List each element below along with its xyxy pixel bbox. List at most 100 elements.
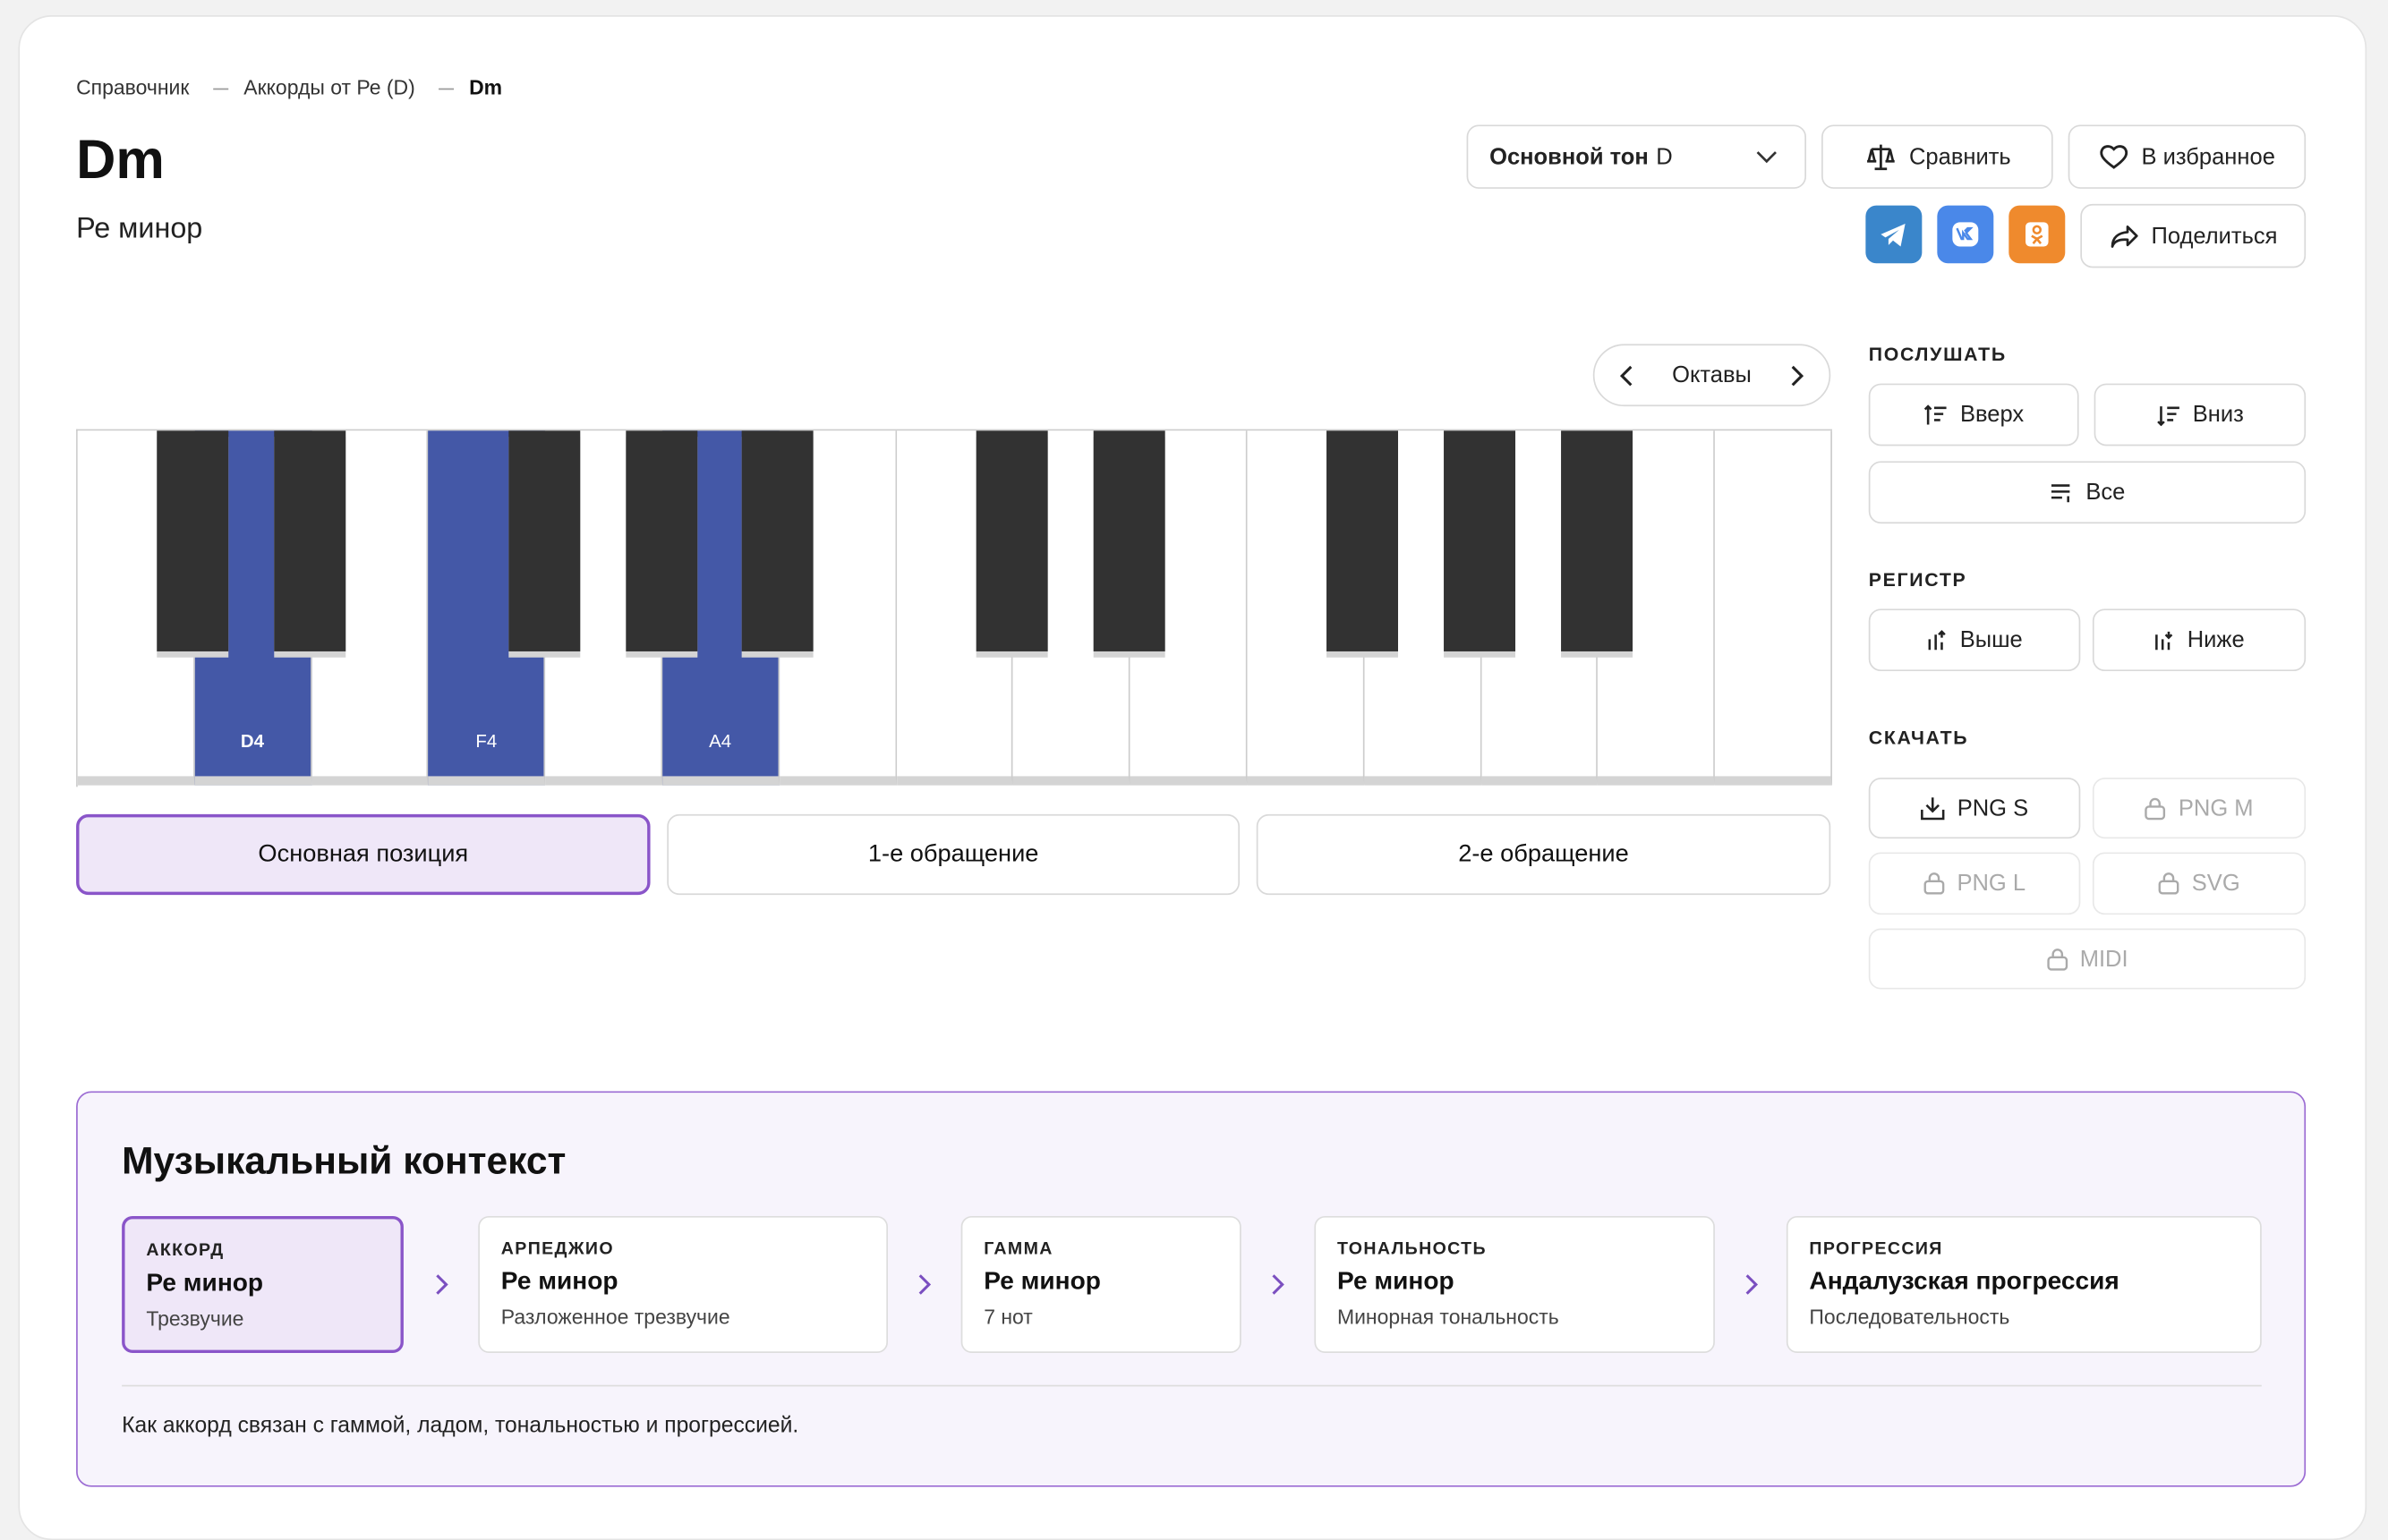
sort-icon [2156, 405, 2179, 426]
context-card[interactable]: ГАММА Ре минор 7 нот [960, 1215, 1241, 1354]
chevron [1756, 151, 1777, 164]
root-select[interactable]: Основной тон D [1466, 124, 1807, 189]
share-icon [2110, 225, 2137, 248]
label: Октавы [1672, 362, 1752, 388]
share-button[interactable]: Поделиться [2080, 203, 2307, 268]
card-desc: Последовательность [1809, 1306, 2010, 1329]
inversion-tab[interactable]: Основная позиция [76, 813, 651, 896]
breadcrumb-current: Dm [469, 76, 503, 99]
black-key[interactable] [1093, 430, 1165, 651]
play-all[interactable]: Все [1868, 461, 2307, 524]
scales-icon [1866, 144, 1894, 171]
black-key[interactable] [1561, 430, 1633, 651]
register-up[interactable]: Выше [1868, 608, 2081, 672]
label: Сравнить [1909, 143, 2011, 170]
card-name: Ре минор [146, 1269, 264, 1298]
black-key[interactable] [274, 430, 346, 651]
label: Вверх [1960, 402, 2025, 428]
lock-icon [2145, 796, 2166, 820]
context-card[interactable]: ПРОГРЕССИЯ Андалузская прогрессия Последов… [1786, 1215, 2262, 1354]
separator [439, 88, 455, 90]
flow-arrow [1744, 1274, 1758, 1295]
card-name: Ре минор [1336, 1267, 1454, 1296]
white-key[interactable] [1715, 430, 1832, 786]
favorite-button[interactable]: В избранное [2068, 124, 2307, 189]
label: Вниз [2192, 402, 2244, 428]
black-key[interactable] [508, 430, 581, 651]
select-value: D [1656, 143, 1673, 170]
next-octave[interactable] [1789, 365, 1804, 387]
download-png-m: PNG M [2092, 778, 2307, 839]
inversion-tab[interactable]: 1-е обращение [667, 813, 1241, 896]
register-down[interactable]: Ниже [2092, 608, 2307, 672]
breadcrumb-link[interactable]: Аккорды от Ре (D) [243, 76, 415, 99]
black-key[interactable] [1444, 430, 1516, 651]
black-key[interactable] [625, 430, 697, 651]
compare-button[interactable]: Сравнить [1821, 124, 2053, 189]
black-key[interactable] [742, 430, 814, 651]
context-note: Как аккорд связан с гаммой, ладом, тонал… [122, 1414, 799, 1439]
label: PNG S [1957, 795, 2029, 821]
heart-icon [2100, 145, 2128, 169]
list-icon [2051, 483, 2069, 502]
context-title: Музыкальный контекст [122, 1139, 567, 1183]
card-name: Ре минор [984, 1267, 1101, 1296]
vk-icon [1952, 222, 1979, 247]
label: MIDI [2079, 946, 2128, 972]
prev-octave[interactable] [1619, 365, 1634, 387]
card-kind: ГАММА [984, 1240, 1053, 1259]
section-title: ПОСЛУШАТЬ [1868, 344, 2007, 366]
black-key[interactable] [1326, 430, 1399, 651]
label: Поделиться [2151, 223, 2278, 250]
label: В избранное [2141, 143, 2275, 170]
telegram-icon [1881, 224, 1906, 247]
label: Выше [1959, 626, 2023, 653]
download-svg: SVG [2092, 852, 2307, 915]
telegram-button[interactable] [1865, 205, 1923, 264]
card-kind: АККОРД [146, 1241, 225, 1261]
label: Ниже [2187, 626, 2245, 653]
key-label: F4 [475, 730, 498, 753]
sort-icon [1923, 404, 1947, 424]
play-down[interactable]: Вниз [2094, 383, 2307, 447]
label: SVG [2191, 870, 2240, 897]
divider [122, 1384, 2262, 1387]
octave-switch: Октавы [1592, 344, 1831, 407]
download-png-l: PNG L [1868, 852, 2081, 915]
inversion-tab[interactable]: 2-е обращение [1256, 813, 1831, 896]
download-midi: MIDI [1868, 928, 2307, 990]
card-kind: ПРОГРЕССИЯ [1809, 1240, 1943, 1259]
lock-icon [1923, 872, 1945, 895]
play-up[interactable]: Вверх [1868, 383, 2079, 447]
card-name: Андалузская прогрессия [1809, 1267, 2119, 1296]
card-name: Ре минор [500, 1267, 618, 1296]
black-key[interactable] [158, 430, 230, 651]
flow-arrow [435, 1274, 448, 1295]
card-desc: Трезвучие [146, 1306, 244, 1331]
card-kind: АРПЕДЖИО [500, 1240, 614, 1259]
subtitle: Ре минор [76, 213, 203, 245]
black-key[interactable] [976, 430, 1048, 651]
breadcrumb-link[interactable]: Справочник [76, 76, 190, 99]
vk-button[interactable] [1937, 205, 1994, 264]
register-icon [1928, 629, 1946, 650]
label: PNG L [1957, 870, 2026, 897]
title: Dm [76, 127, 165, 191]
label: PNG M [2178, 795, 2254, 821]
key-label: A4 [709, 730, 732, 753]
section-title: СКАЧАТЬ [1868, 727, 1969, 749]
ok-button[interactable] [2008, 205, 2066, 264]
download-png-s[interactable]: PNG S [1868, 778, 2081, 839]
select-label: Основной тон [1489, 143, 1649, 170]
context-card[interactable]: ТОНАЛЬНОСТЬ Ре минор Минорная тональность [1314, 1215, 1715, 1354]
context-card[interactable]: АРПЕДЖИО Ре минор Разложенное трезвучие [478, 1215, 888, 1354]
ok-icon [2026, 222, 2049, 247]
download-icon [1921, 797, 1945, 821]
separator [213, 88, 229, 90]
piano[interactable]: D4 F4 A4 [76, 429, 1832, 787]
flow-arrow [918, 1274, 932, 1295]
lock-icon [2158, 872, 2179, 895]
context-card[interactable]: АККОРД Ре минор Трезвучие [122, 1215, 404, 1354]
label: Все [2085, 479, 2126, 506]
